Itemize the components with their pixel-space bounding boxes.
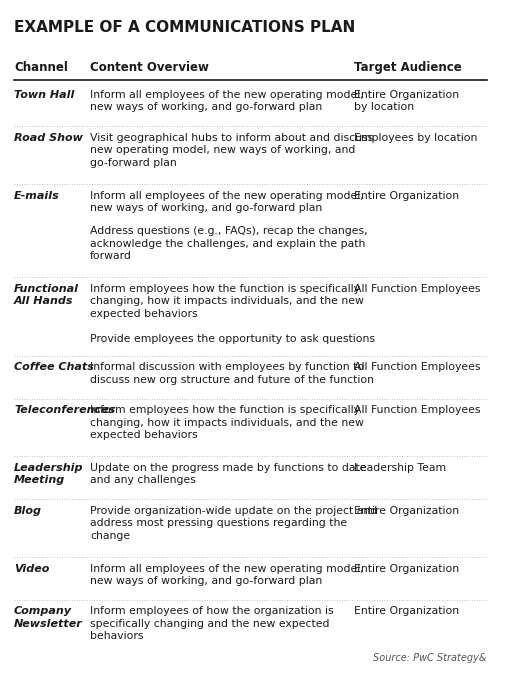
Text: All Function Employees: All Function Employees <box>354 405 480 416</box>
Text: E-mails: E-mails <box>14 191 60 200</box>
Text: Update on the progress made by functions to date
and any challenges: Update on the progress made by functions… <box>90 463 367 485</box>
Text: Informal discussion with employees by function to
discuss new org structure and : Informal discussion with employees by fu… <box>90 363 374 385</box>
Text: Inform all employees of the new operating model,
new ways of working, and go-for: Inform all employees of the new operatin… <box>90 564 364 586</box>
Text: Inform employees how the function is specifically
changing, how it impacts indiv: Inform employees how the function is spe… <box>90 405 364 440</box>
Text: EXAMPLE OF A COMMUNICATIONS PLAN: EXAMPLE OF A COMMUNICATIONS PLAN <box>14 20 355 35</box>
Text: Channel: Channel <box>14 61 68 74</box>
Text: Source: PwC Strategy&: Source: PwC Strategy& <box>373 653 486 663</box>
Text: Teleconferences: Teleconferences <box>14 405 115 416</box>
Text: Provide organization-wide update on the project and
address most pressing questi: Provide organization-wide update on the … <box>90 506 377 540</box>
Text: Functional
All Hands: Functional All Hands <box>14 284 79 306</box>
Text: Inform employees of how the organization is
specifically changing and the new ex: Inform employees of how the organization… <box>90 606 334 641</box>
Text: Inform all employees of the new operating model,
new ways of working, and go-for: Inform all employees of the new operatin… <box>90 191 364 213</box>
Text: All Function Employees: All Function Employees <box>354 284 480 294</box>
Text: All Function Employees: All Function Employees <box>354 363 480 372</box>
Text: Town Hall: Town Hall <box>14 90 74 100</box>
Text: Employees by location: Employees by location <box>354 133 477 143</box>
Text: Content Overview: Content Overview <box>90 61 209 74</box>
Text: Entire Organization: Entire Organization <box>354 606 459 617</box>
Text: Road Show: Road Show <box>14 133 83 143</box>
Text: Entire Organization
by location: Entire Organization by location <box>354 90 459 113</box>
Text: Visit geographical hubs to inform about and discuss
new operating model, new way: Visit geographical hubs to inform about … <box>90 133 374 168</box>
Text: Entire Organization: Entire Organization <box>354 506 459 516</box>
Text: Target Audience: Target Audience <box>354 61 461 74</box>
Text: Leadership Team: Leadership Team <box>354 463 446 473</box>
Text: Inform all employees of the new operating model,
new ways of working, and go-for: Inform all employees of the new operatin… <box>90 90 364 113</box>
Text: Video: Video <box>14 564 49 574</box>
Text: Provide employees the opportunity to ask questions: Provide employees the opportunity to ask… <box>90 334 375 344</box>
Text: Company
Newsletter: Company Newsletter <box>14 606 83 629</box>
Text: Entire Organization: Entire Organization <box>354 564 459 574</box>
Text: Blog: Blog <box>14 506 42 516</box>
Text: Leadership
Meeting: Leadership Meeting <box>14 463 83 485</box>
Text: Coffee Chats: Coffee Chats <box>14 363 94 372</box>
Text: Inform employees how the function is specifically
changing, how it impacts indiv: Inform employees how the function is spe… <box>90 284 364 318</box>
Text: Entire Organization: Entire Organization <box>354 191 459 200</box>
Text: Address questions (e.g., FAQs), recap the changes,
acknowledge the challenges, a: Address questions (e.g., FAQs), recap th… <box>90 226 368 261</box>
